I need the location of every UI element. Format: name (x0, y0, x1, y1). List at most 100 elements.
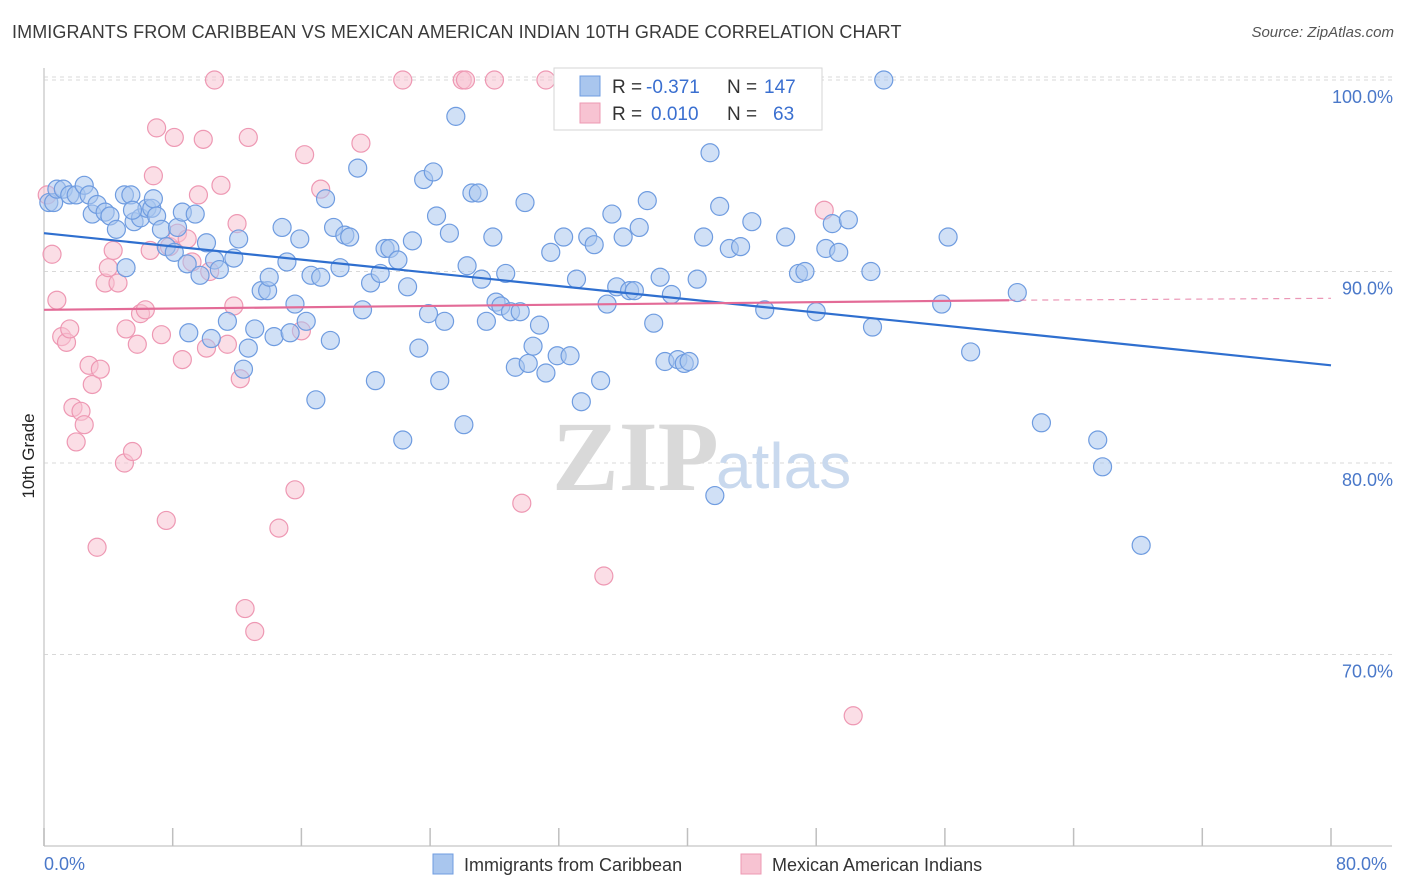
data-point-immigrants-from-caribbean (938, 227, 958, 247)
stats-swatch-pink (579, 102, 601, 124)
x-tick-label-max: 80.0% (1336, 854, 1387, 874)
data-point-mexican-american-indians (235, 598, 255, 619)
data-point-immigrants-from-caribbean (418, 304, 439, 324)
data-point-immigrants-from-caribbean (687, 269, 707, 289)
data-point-immigrants-from-caribbean (185, 204, 205, 224)
data-point-mexican-american-indians (164, 127, 184, 148)
data-point-immigrants-from-caribbean (1092, 457, 1113, 477)
data-point-mexican-american-indians (116, 319, 136, 339)
data-point-immigrants-from-caribbean (932, 294, 952, 314)
data-point-immigrants-from-caribbean (179, 323, 199, 343)
data-point-immigrants-from-caribbean (439, 223, 460, 243)
data-point-immigrants-from-caribbean (700, 143, 720, 163)
data-point-immigrants-from-caribbean (742, 212, 762, 232)
y-tick-label: 100.0% (1332, 87, 1393, 107)
data-point-immigrants-from-caribbean (529, 315, 550, 335)
data-point-immigrants-from-caribbean (306, 390, 326, 410)
data-point-mexican-american-indians (127, 334, 147, 354)
data-point-immigrants-from-caribbean (693, 227, 714, 247)
series-mexican-american-indians-points (37, 70, 863, 726)
data-point-immigrants-from-caribbean (151, 219, 172, 239)
data-point-mexican-american-indians (90, 359, 110, 379)
data-point-immigrants-from-caribbean (430, 371, 450, 391)
data-point-immigrants-from-caribbean (710, 196, 730, 216)
data-point-mexican-american-indians (211, 175, 231, 195)
data-point-immigrants-from-caribbean (143, 189, 163, 209)
data-point-immigrants-from-caribbean (245, 319, 265, 339)
data-point-immigrants-from-caribbean (755, 300, 775, 320)
data-point-immigrants-from-caribbean (446, 106, 466, 126)
data-point-immigrants-from-caribbean (217, 311, 237, 331)
data-point-mexican-american-indians (484, 70, 505, 90)
trend-lines (43, 232, 1332, 367)
legend-swatch-blue (432, 853, 454, 875)
data-point-mexican-american-indians (393, 70, 413, 90)
data-point-immigrants-from-caribbean (554, 227, 574, 247)
data-point-immigrants-from-caribbean (177, 254, 197, 274)
data-point-immigrants-from-caribbean (624, 281, 645, 301)
data-point-immigrants-from-caribbean (365, 371, 386, 391)
data-point-mexican-american-indians (238, 127, 258, 148)
data-point-immigrants-from-caribbean (106, 219, 126, 239)
data-point-immigrants-from-caribbean (196, 233, 217, 253)
data-point-mexican-american-indians (843, 706, 863, 726)
stats-n-label-1: N = (727, 77, 757, 98)
data-point-mexican-american-indians (87, 537, 107, 557)
data-point-mexican-american-indians (82, 374, 102, 395)
y-axis-label: 10th Grade (19, 413, 38, 498)
data-point-mexican-american-indians (594, 566, 614, 586)
legend-swatch-pink (740, 853, 762, 875)
data-point-mexican-american-indians (285, 480, 305, 500)
data-point-immigrants-from-caribbean (661, 284, 682, 305)
data-point-mexican-american-indians (66, 432, 86, 452)
data-point-immigrants-from-caribbean (566, 269, 587, 289)
data-point-immigrants-from-caribbean (644, 313, 664, 333)
data-point-immigrants-from-caribbean (637, 191, 657, 211)
data-point-immigrants-from-caribbean (238, 338, 258, 358)
watermark-atlas: atlas (716, 430, 851, 502)
data-point-immigrants-from-caribbean (259, 267, 279, 287)
x-ticks (43, 828, 1332, 846)
watermark: ZIP atlas (552, 401, 851, 512)
data-point-mexican-american-indians (193, 129, 213, 149)
y-tick-label: 90.0% (1342, 279, 1393, 299)
data-point-mexican-american-indians (147, 118, 167, 138)
stats-n-label-2: N = (727, 104, 757, 125)
data-point-immigrants-from-caribbean (402, 231, 423, 251)
data-point-mexican-american-indians (204, 70, 225, 90)
data-point-mexican-american-indians (269, 518, 289, 538)
data-point-mexican-american-indians (536, 70, 556, 90)
data-point-immigrants-from-caribbean (679, 351, 699, 372)
stats-r-value-2: 0.010 (651, 104, 699, 125)
data-point-immigrants-from-caribbean (229, 229, 249, 249)
data-point-immigrants-from-caribbean (591, 371, 611, 391)
data-point-immigrants-from-caribbean (536, 363, 556, 383)
data-point-mexican-american-indians (151, 325, 172, 345)
data-point-immigrants-from-caribbean (340, 227, 360, 247)
data-point-immigrants-from-caribbean (730, 237, 751, 257)
trend-line-extension-mexican-american-indians (1009, 297, 1332, 301)
data-point-mexican-american-indians (455, 70, 476, 90)
series-immigrants-from-caribbean-points (39, 70, 1151, 555)
data-point-immigrants-from-caribbean (510, 302, 530, 322)
stats-n-value-2: 63 (773, 104, 794, 125)
watermark-zip: ZIP (552, 401, 719, 512)
data-point-immigrants-from-caribbean (1131, 535, 1151, 555)
data-point-immigrants-from-caribbean (629, 217, 649, 238)
data-point-mexican-american-indians (60, 319, 80, 339)
legend-label-mexican-american-indians: Mexican American Indians (772, 855, 982, 875)
data-point-mexican-american-indians (188, 185, 209, 205)
stats-r-label-2: R = (612, 104, 642, 125)
data-point-immigrants-from-caribbean (264, 327, 284, 347)
data-point-immigrants-from-caribbean (320, 330, 340, 351)
data-point-immigrants-from-caribbean (776, 227, 796, 247)
data-point-immigrants-from-caribbean (468, 183, 488, 203)
stats-n-value-1: 147 (764, 77, 796, 98)
data-point-immigrants-from-caribbean (272, 217, 292, 238)
data-point-immigrants-from-caribbean (434, 311, 455, 331)
data-point-immigrants-from-caribbean (523, 336, 543, 356)
y-tick-labels: 70.0% 80.0% 90.0% 100.0% (1332, 87, 1393, 682)
x-tick-label-min: 0.0% (44, 854, 85, 874)
stats-box: R = -0.371 N = 147 R = 0.010 N = 63 (553, 67, 823, 131)
data-point-immigrants-from-caribbean (571, 392, 591, 412)
